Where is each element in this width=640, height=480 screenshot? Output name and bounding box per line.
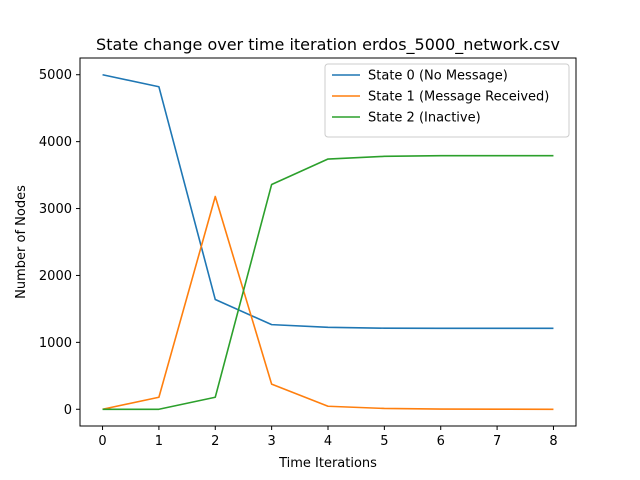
x-tick-label: 1	[155, 434, 163, 449]
chart-title: State change over time iteration erdos_5…	[96, 35, 560, 55]
y-tick-label: 1000	[39, 336, 72, 351]
y-tick-label: 0	[64, 403, 72, 418]
series-lines	[102, 73, 554, 411]
series-line-state-0	[102, 73, 554, 330]
y-tick-label: 3000	[39, 202, 72, 217]
legend-label-state-1: State 1 (Message Received)	[368, 90, 549, 105]
legend-label-state-0: State 0 (No Message)	[368, 69, 508, 84]
x-tick-label: 2	[211, 434, 219, 449]
x-tick-label: 5	[380, 434, 388, 449]
x-tick-label: 4	[324, 434, 332, 449]
x-tick-label: 6	[437, 434, 445, 449]
x-tick-label: 3	[267, 434, 275, 449]
x-axis-label: Time Iterations	[278, 456, 377, 471]
axes: 0 1 2 3 4 5 6 7 8 0 1000 2000 3000 4000 5000	[39, 57, 577, 449]
series-line-state-1	[102, 195, 554, 411]
y-tick-label: 4000	[39, 135, 72, 150]
x-tick-label: 7	[493, 434, 501, 449]
y-axis-label: Number of Nodes	[14, 185, 29, 299]
series-line-state-2	[102, 154, 554, 411]
legend-box	[324, 63, 570, 138]
y-tick-label: 2000	[39, 269, 72, 284]
legend: State 0 (No Message) State 1 (Message Rec…	[324, 63, 570, 138]
legend-label-state-2: State 2 (Inactive)	[368, 111, 481, 126]
x-tick-label: 8	[549, 434, 557, 449]
y-tick-label: 5000	[39, 68, 72, 83]
x-tick-label: 0	[98, 434, 106, 449]
